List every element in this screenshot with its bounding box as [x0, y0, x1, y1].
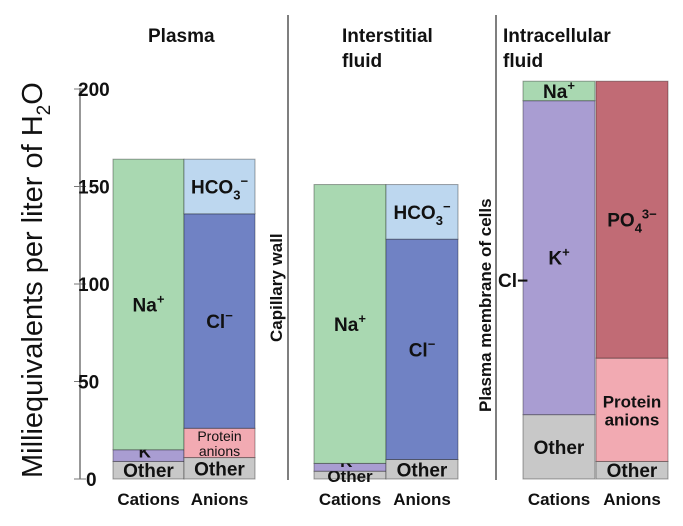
bar-segment-na- [522, 80, 596, 102]
segment-label: K+ [548, 245, 570, 270]
bar-segment-protein-anions [183, 427, 256, 459]
bar-segment-hco3- [385, 184, 459, 240]
plasma-membrane-label: Plasma membrane of cells [476, 198, 495, 412]
category-label-cations: Cations [528, 490, 590, 509]
segment-label: HCO3− [393, 199, 450, 228]
bar-segment-po43- [595, 80, 669, 359]
bar-segment-protein-anions [595, 357, 669, 462]
category-label-anions: Anions [191, 490, 249, 509]
compartment-title: Intracellular [503, 26, 611, 47]
segment-label: Cl− [409, 336, 436, 361]
bar-segment-na- [112, 158, 185, 451]
category-label-cations: Cations [319, 490, 381, 509]
segment-label: Protein [197, 428, 241, 444]
compartment-title: fluid [342, 51, 382, 72]
segment-label: Na+ [133, 291, 165, 316]
y-tick-label: 100 [78, 275, 110, 296]
bar-segment-hco3- [183, 158, 256, 215]
segment-label: Other [397, 460, 448, 481]
segment-label: Other [123, 461, 174, 482]
bar-segment-na- [313, 184, 387, 464]
segment-label: Other [607, 461, 658, 482]
category-label-cations: Cations [117, 490, 179, 509]
segment-label: Other [194, 459, 245, 480]
bar-segment-cl- [385, 238, 459, 460]
y-tick-label: 0 [86, 470, 97, 491]
y-tick-label: 200 [78, 80, 110, 101]
bar-segment-cl- [183, 213, 256, 429]
segment-label: Other [327, 467, 373, 486]
category-label-anions: Anions [603, 490, 661, 509]
segment-label: PO43− [607, 207, 657, 236]
capillary-wall-label: Capillary wall [267, 233, 286, 342]
y-tick-label: 150 [78, 178, 110, 199]
category-label-anions: Anions [393, 490, 451, 509]
segment-label: anions [199, 443, 240, 459]
segment-label: Protein [603, 393, 662, 412]
segment-label: anions [605, 411, 660, 430]
segment-label: HCO3− [191, 174, 248, 203]
segment-label: Na+ [543, 78, 575, 103]
segment-label: Na+ [334, 311, 366, 336]
compartment-title: Interstitial [342, 26, 433, 47]
bar-segment-other [522, 414, 596, 480]
stray-cl-label: Cl− [498, 271, 528, 292]
y-axis-label: Milliequivalents per liter of H2O [17, 82, 55, 478]
compartment-title: Plasma [148, 26, 215, 47]
y-tick-label: 50 [78, 373, 99, 394]
bar-segment-k- [522, 100, 596, 416]
compartment-title: fluid [503, 51, 543, 72]
segment-label: Other [534, 438, 585, 459]
segment-label: Cl− [206, 308, 233, 333]
